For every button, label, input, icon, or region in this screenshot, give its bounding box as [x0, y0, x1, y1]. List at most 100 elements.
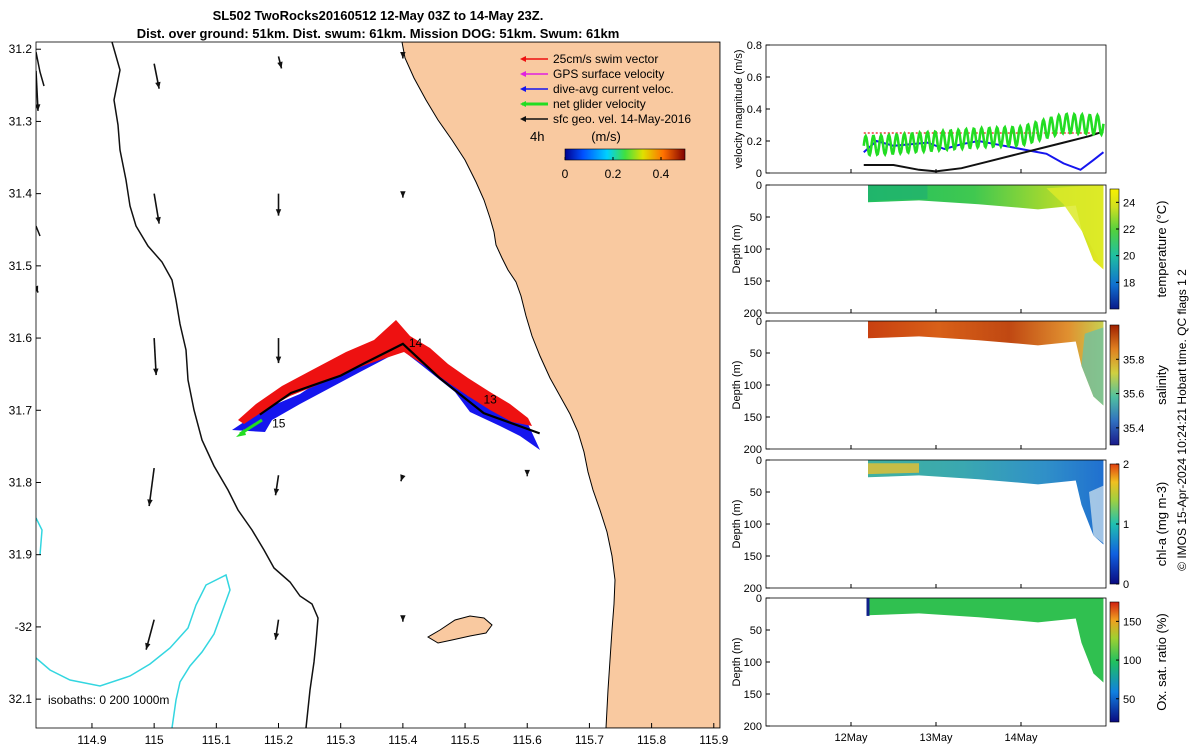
map-x-tick-label: 115.2	[264, 733, 293, 747]
map-y-tick-label: 31.4	[9, 187, 33, 201]
section-y-tick-label: 150	[744, 689, 762, 701]
time-axis-tick-label: 12May	[834, 732, 868, 744]
geo-velocity-arrowhead	[275, 356, 282, 364]
speed-colorbar-tick-label: 0	[562, 167, 569, 181]
section-y-tick-label: 100	[744, 380, 762, 392]
chart-title-line1: SL502 TwoRocks20160512 12-May 03Z to 14-…	[212, 8, 544, 23]
velocity-ylabel: velocity magnitude (m/s)	[733, 49, 745, 168]
section-colorbar	[1109, 188, 1120, 310]
isobath-label: isobaths: 0 200 1000m	[48, 693, 169, 707]
geo-velocity-arrowhead	[400, 51, 406, 59]
map-y-tick-label: -32	[15, 620, 33, 634]
section-panel: 0 50 100 150 200 Depth (m) 35.4 35.6 35.8 salinit…	[731, 316, 1169, 456]
geo-velocity-arrowhead	[155, 81, 161, 89]
legend-label: 25cm/s swim vector	[553, 52, 658, 66]
legend-swatch-head	[520, 116, 526, 122]
credit-line: © IMOS 15-Apr-2024 10:24:21 Hobart time.…	[1175, 269, 1189, 571]
section-y-tick-label: 0	[756, 316, 762, 328]
speed-colorbar-tick-label: 0.4	[653, 167, 670, 181]
map-x-tick-label: 115.8	[637, 733, 666, 747]
section-y-tick-label: 100	[744, 519, 762, 531]
section-colorbar-tick-label: 50	[1123, 694, 1135, 706]
velocity-panel: 0 0.2 0.4 0.6 0.8 velocity magnitude (m/s)	[733, 40, 1107, 180]
section-y-tick-label: 50	[750, 212, 762, 224]
colorbar-units: (m/s)	[591, 129, 621, 144]
section-colorbar-tick-label: 18	[1123, 277, 1135, 289]
section-y-tick-label: 50	[750, 487, 762, 499]
velocity-y-tick-label: 0.2	[747, 136, 762, 148]
geo-velocity-arrowhead	[275, 209, 282, 216]
map-y-axis: 31.2 31.3 31.4 31.5 31.6 31.7 31.8 31.9 -32 32.1	[9, 42, 41, 706]
geo-velocity-arrowhead	[155, 216, 161, 224]
geo-velocity-arrowhead	[277, 61, 283, 69]
section-y-tick-label: 200	[744, 308, 762, 320]
geo-velocity-arrowhead	[36, 285, 39, 293]
section-colorbar-tick-label: 1	[1123, 519, 1129, 531]
time-axis-tick-label: 14May	[1004, 732, 1038, 744]
geo-velocity-arrows	[36, 51, 530, 650]
legend-label: sfc geo. vel. 14-May-2016	[553, 112, 691, 126]
section-colorbar-tick-label: 150	[1123, 616, 1141, 628]
glider-track-line	[259, 342, 541, 435]
geo-velocity-arrowhead	[153, 368, 159, 376]
section-colorbar-tick-label: 35.4	[1123, 423, 1144, 435]
geo-velocity-arrowhead	[145, 642, 151, 650]
map-y-tick-label: 31.6	[9, 331, 33, 345]
glider-track: 14 13 15	[232, 320, 541, 450]
coastline-land	[401, 42, 720, 728]
map-y-tick-label: 31.8	[9, 475, 33, 489]
swim-vector-fan	[238, 320, 532, 426]
section-colorbar-label: Ox. sat. ratio (%)	[1154, 613, 1169, 711]
section-colorbar-label: temperature (°C)	[1154, 201, 1169, 298]
section-y-tick-label: 0	[756, 455, 762, 467]
map-x-tick-label: 115.5	[450, 733, 479, 747]
map-x-tick-label: 115	[145, 733, 164, 747]
map-y-tick-label: 31.7	[9, 403, 33, 417]
section-data-field	[868, 460, 1104, 545]
section-y-tick-label: 200	[744, 444, 762, 456]
geo-velocity-arrowhead	[273, 632, 280, 640]
section-data-field	[868, 185, 1104, 270]
isobath-200-west	[36, 51, 45, 237]
map-y-tick-label: 31.9	[9, 548, 33, 562]
geo-velocity-arrowhead	[400, 191, 406, 198]
section-colorbar	[1109, 601, 1120, 723]
section-y-tick-label: 150	[744, 551, 762, 563]
time-axis-tick-label: 13May	[919, 732, 953, 744]
section-panel: 0 50 100 150 200 Depth (m) 18 20 22 24 temperature…	[731, 180, 1169, 320]
section-panel: 0 50 100 150 200 Depth (m) 50 100 150 Ox. sat. ra…	[731, 593, 1169, 733]
map-frame	[35, 41, 721, 729]
section-warm-patch	[1046, 185, 1104, 269]
map-y-tick-label: 31.3	[9, 114, 33, 128]
section-y-tick-label: 100	[744, 244, 762, 256]
legend-label: GPS surface velocity	[553, 67, 664, 81]
section-colorbar-tick-label: 100	[1123, 655, 1141, 667]
map-x-tick-label: 114.9	[77, 733, 106, 747]
speed-colorbar-tick-label: 0.2	[605, 167, 622, 181]
section-colorbar	[1109, 324, 1120, 446]
section-y-tick-label: 150	[744, 412, 762, 424]
section-y-tick-label: 0	[756, 593, 762, 605]
section-colorbar-label: chl-a (mg m-3)	[1154, 482, 1169, 567]
isobath-200	[111, 42, 319, 728]
section-y-tick-label: 0	[756, 180, 762, 192]
velocity-series-line	[863, 130, 1104, 173]
isobath-1000	[36, 517, 231, 728]
section-y-tick-label: 50	[750, 348, 762, 360]
speed-colorbar	[564, 148, 686, 161]
section-data-field	[868, 598, 1104, 683]
section-y-tick-label: 50	[750, 625, 762, 637]
section-colorbar-tick-label: 22	[1123, 224, 1135, 236]
map-x-tick-label: 115.1	[202, 733, 231, 747]
velocity-y-axis: 0 0.2 0.4 0.6 0.8	[747, 40, 770, 180]
velocity-frame	[765, 44, 1107, 174]
rottnest-island	[427, 615, 493, 644]
section-data-field	[868, 321, 1104, 406]
track-day-label: 15	[272, 416, 286, 430]
section-y-tick-label: 200	[744, 583, 762, 595]
speed-colorbar-ticks: 0 0.2 0.4	[562, 157, 670, 181]
map-x-tick-label: 115.9	[699, 733, 728, 747]
map-x-tick-label: 115.6	[513, 733, 542, 747]
